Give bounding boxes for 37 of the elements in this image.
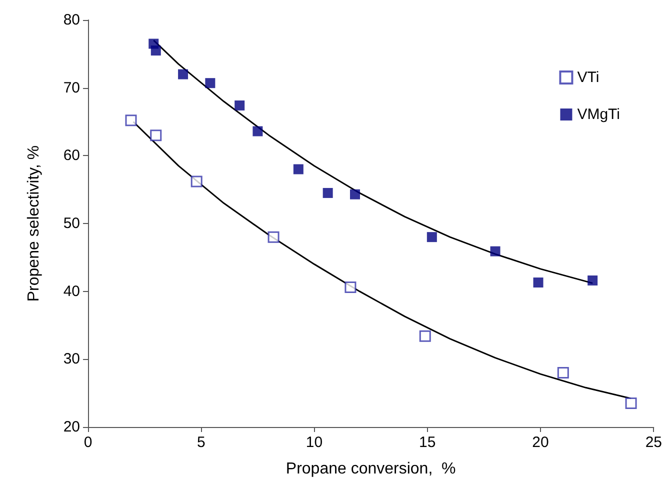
x-tick-label: 10 <box>306 434 323 451</box>
point <box>426 232 437 242</box>
x-tick-label: 15 <box>419 434 436 451</box>
point <box>268 231 280 243</box>
point <box>205 78 216 88</box>
x-tick-label: 20 <box>532 434 549 451</box>
x-tick-label: 0 <box>84 434 92 451</box>
point <box>234 100 245 110</box>
point <box>190 176 202 188</box>
y-axis-title: Propene selectivity, % <box>26 145 42 302</box>
legend-label: VMgTi <box>577 106 620 123</box>
y-tick-label: 20 <box>63 418 80 436</box>
y-tick-label: 70 <box>63 79 80 96</box>
x-tick-label: 5 <box>196 434 206 451</box>
y-tick-label: 30 <box>63 350 80 368</box>
point <box>125 114 137 126</box>
point <box>533 278 544 288</box>
point <box>150 46 161 56</box>
point <box>350 189 360 200</box>
point <box>588 275 598 286</box>
point <box>322 188 333 198</box>
y-tick-label: 40 <box>63 282 80 300</box>
point <box>419 330 431 342</box>
point <box>252 126 263 136</box>
y-tick-label: 80 <box>63 12 80 28</box>
legend-label: VTi <box>577 69 600 86</box>
point <box>557 366 569 378</box>
x-tick-label: 25 <box>645 434 662 451</box>
point <box>490 246 500 256</box>
x-axis-title: Propane conversion, % <box>286 460 456 478</box>
point <box>150 130 162 142</box>
y-tick-label: 60 <box>63 147 80 164</box>
point <box>625 398 637 410</box>
point <box>344 282 356 294</box>
y-tick-label: 50 <box>63 215 80 232</box>
point <box>293 164 304 174</box>
point <box>178 69 188 80</box>
